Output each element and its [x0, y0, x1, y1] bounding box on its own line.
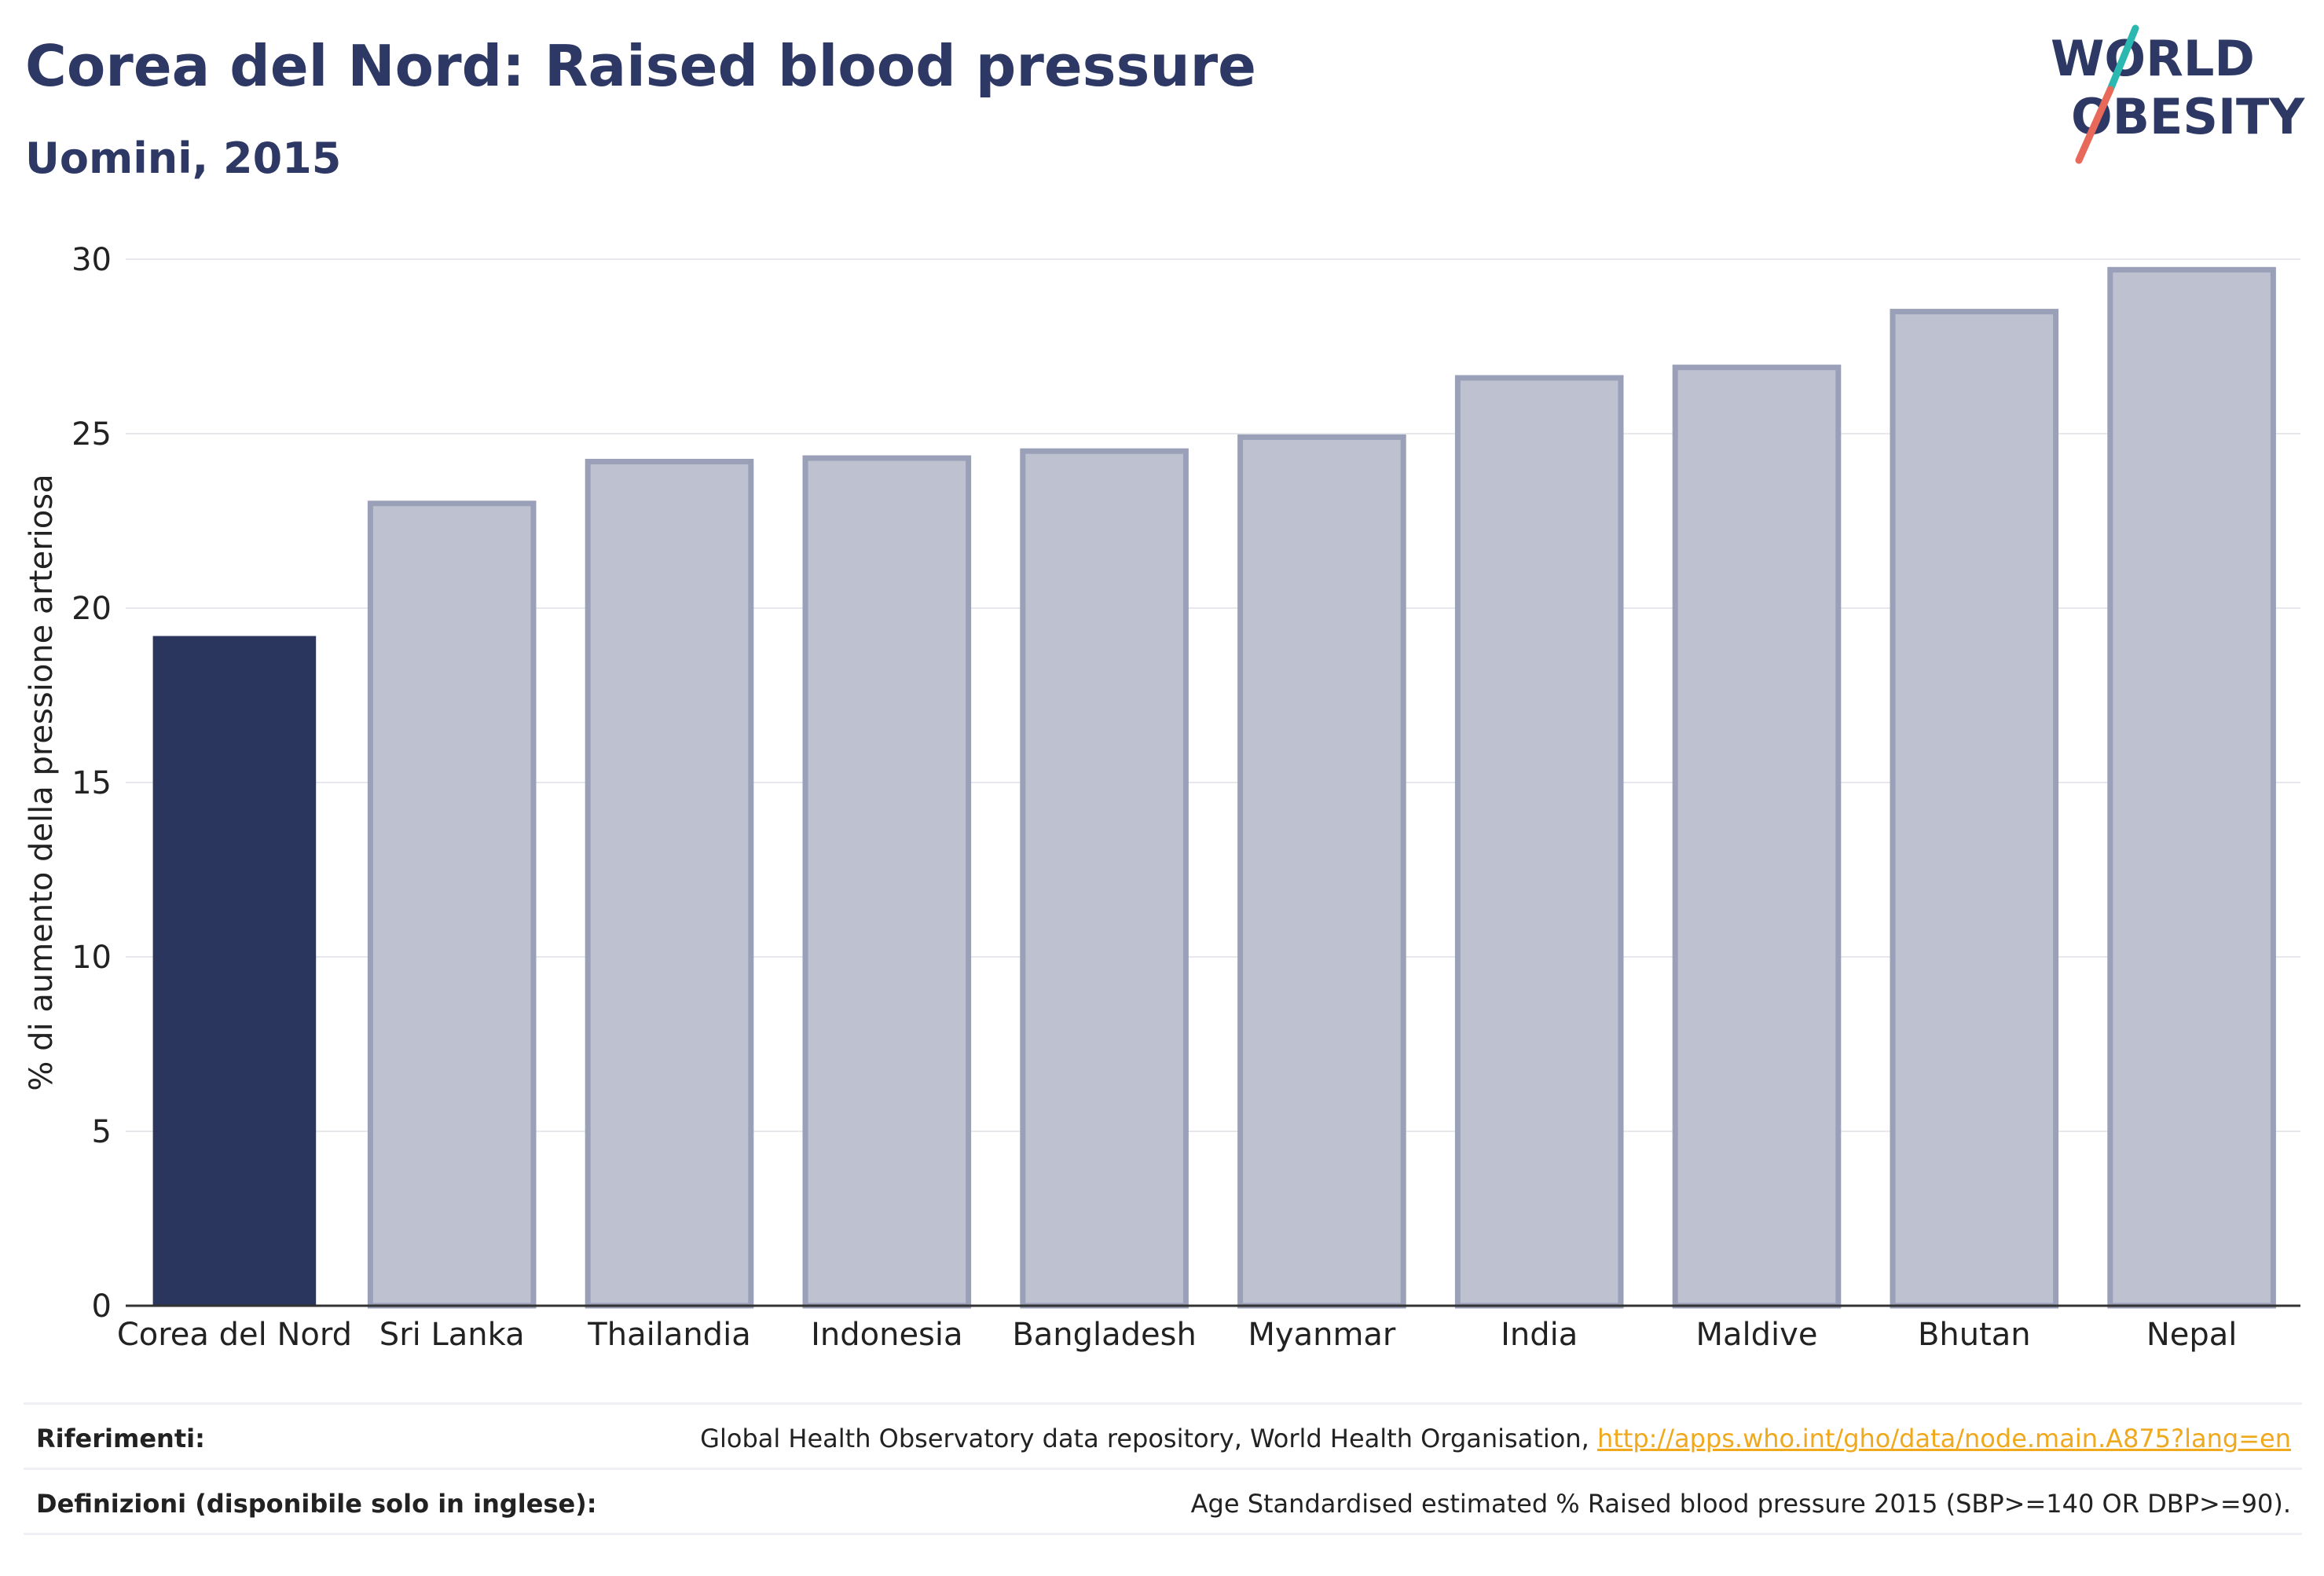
y-tick-label: 25	[71, 416, 112, 453]
x-tick-label: Nepal	[2146, 1317, 2238, 1353]
x-tick-label: Bhutan	[1918, 1317, 2031, 1353]
y-tick-label: 15	[71, 765, 112, 801]
x-tick-label: India	[1501, 1317, 1578, 1353]
bar-nepal[interactable]	[2107, 266, 2276, 1309]
definitions-label: Definizioni (disponibile solo in inglese…	[36, 1489, 597, 1519]
x-tick-label: Myanmar	[1248, 1317, 1396, 1353]
x-tick-label: Maldive	[1696, 1317, 1818, 1353]
y-axis-label: % di aumento della pressione arteriosa	[24, 474, 60, 1090]
logo-line-world: WORLD	[2051, 30, 2255, 87]
references-row: Riferimenti: Global Health Observatory d…	[24, 1402, 2302, 1468]
chart-title: Corea del Nord: Raised blood pressure	[25, 33, 1256, 99]
x-tick-label: Indonesia	[811, 1317, 962, 1353]
footer-divider	[24, 1533, 2302, 1535]
bar-bangladesh[interactable]	[1020, 448, 1189, 1309]
definitions-value: Age Standardised estimated % Raised bloo…	[1190, 1489, 2291, 1519]
world-obesity-logo: WORLD OBESITY	[2051, 24, 2305, 164]
axis-layer: 0 5 10 15 20 25 30 Corea del Nord Sri Lanka Thail…	[71, 242, 2300, 1353]
y-tick-label: 20	[71, 591, 112, 627]
references-text: Global Health Observatory data repositor…	[700, 1424, 1597, 1453]
bar-thailandia[interactable]	[585, 459, 754, 1309]
bar-bhutan[interactable]	[1890, 309, 2059, 1309]
bar-corea-del-nord[interactable]	[152, 636, 317, 1306]
y-tick-label: 0	[92, 1288, 112, 1325]
definitions-row: Definizioni (disponibile solo in inglese…	[24, 1468, 2302, 1533]
bar-myanmar[interactable]	[1237, 434, 1406, 1309]
references-link[interactable]: http://apps.who.int/gho/data/node.main.A…	[1596, 1424, 2291, 1453]
references-value: Global Health Observatory data repositor…	[700, 1424, 2291, 1453]
y-tick-label: 5	[92, 1114, 112, 1150]
x-tick-label: Corea del Nord	[117, 1317, 352, 1353]
x-tick-label: Sri Lanka	[379, 1317, 525, 1353]
logo-slash-teal	[2106, 24, 2139, 93]
x-tick-label: Thailandia	[587, 1317, 750, 1353]
bar-maldive[interactable]	[1672, 365, 1842, 1309]
bar-layer	[152, 266, 2276, 1309]
y-tick-label: 30	[71, 242, 112, 278]
bar-indonesia[interactable]	[802, 455, 972, 1309]
y-tick-label: 10	[71, 940, 112, 976]
x-tick-label: Bangladesh	[1012, 1317, 1197, 1353]
logo-slash-coral	[2075, 86, 2114, 164]
chart-subtitle: Uomini, 2015	[25, 134, 342, 183]
bar-chart: 0 5 10 15 20 25 30 Corea del Nord Sri Lanka Thail…	[24, 242, 2300, 1353]
references-label: Riferimenti:	[36, 1424, 205, 1453]
bar-sri-lanka[interactable]	[367, 500, 537, 1309]
bar-india[interactable]	[1454, 375, 1624, 1309]
